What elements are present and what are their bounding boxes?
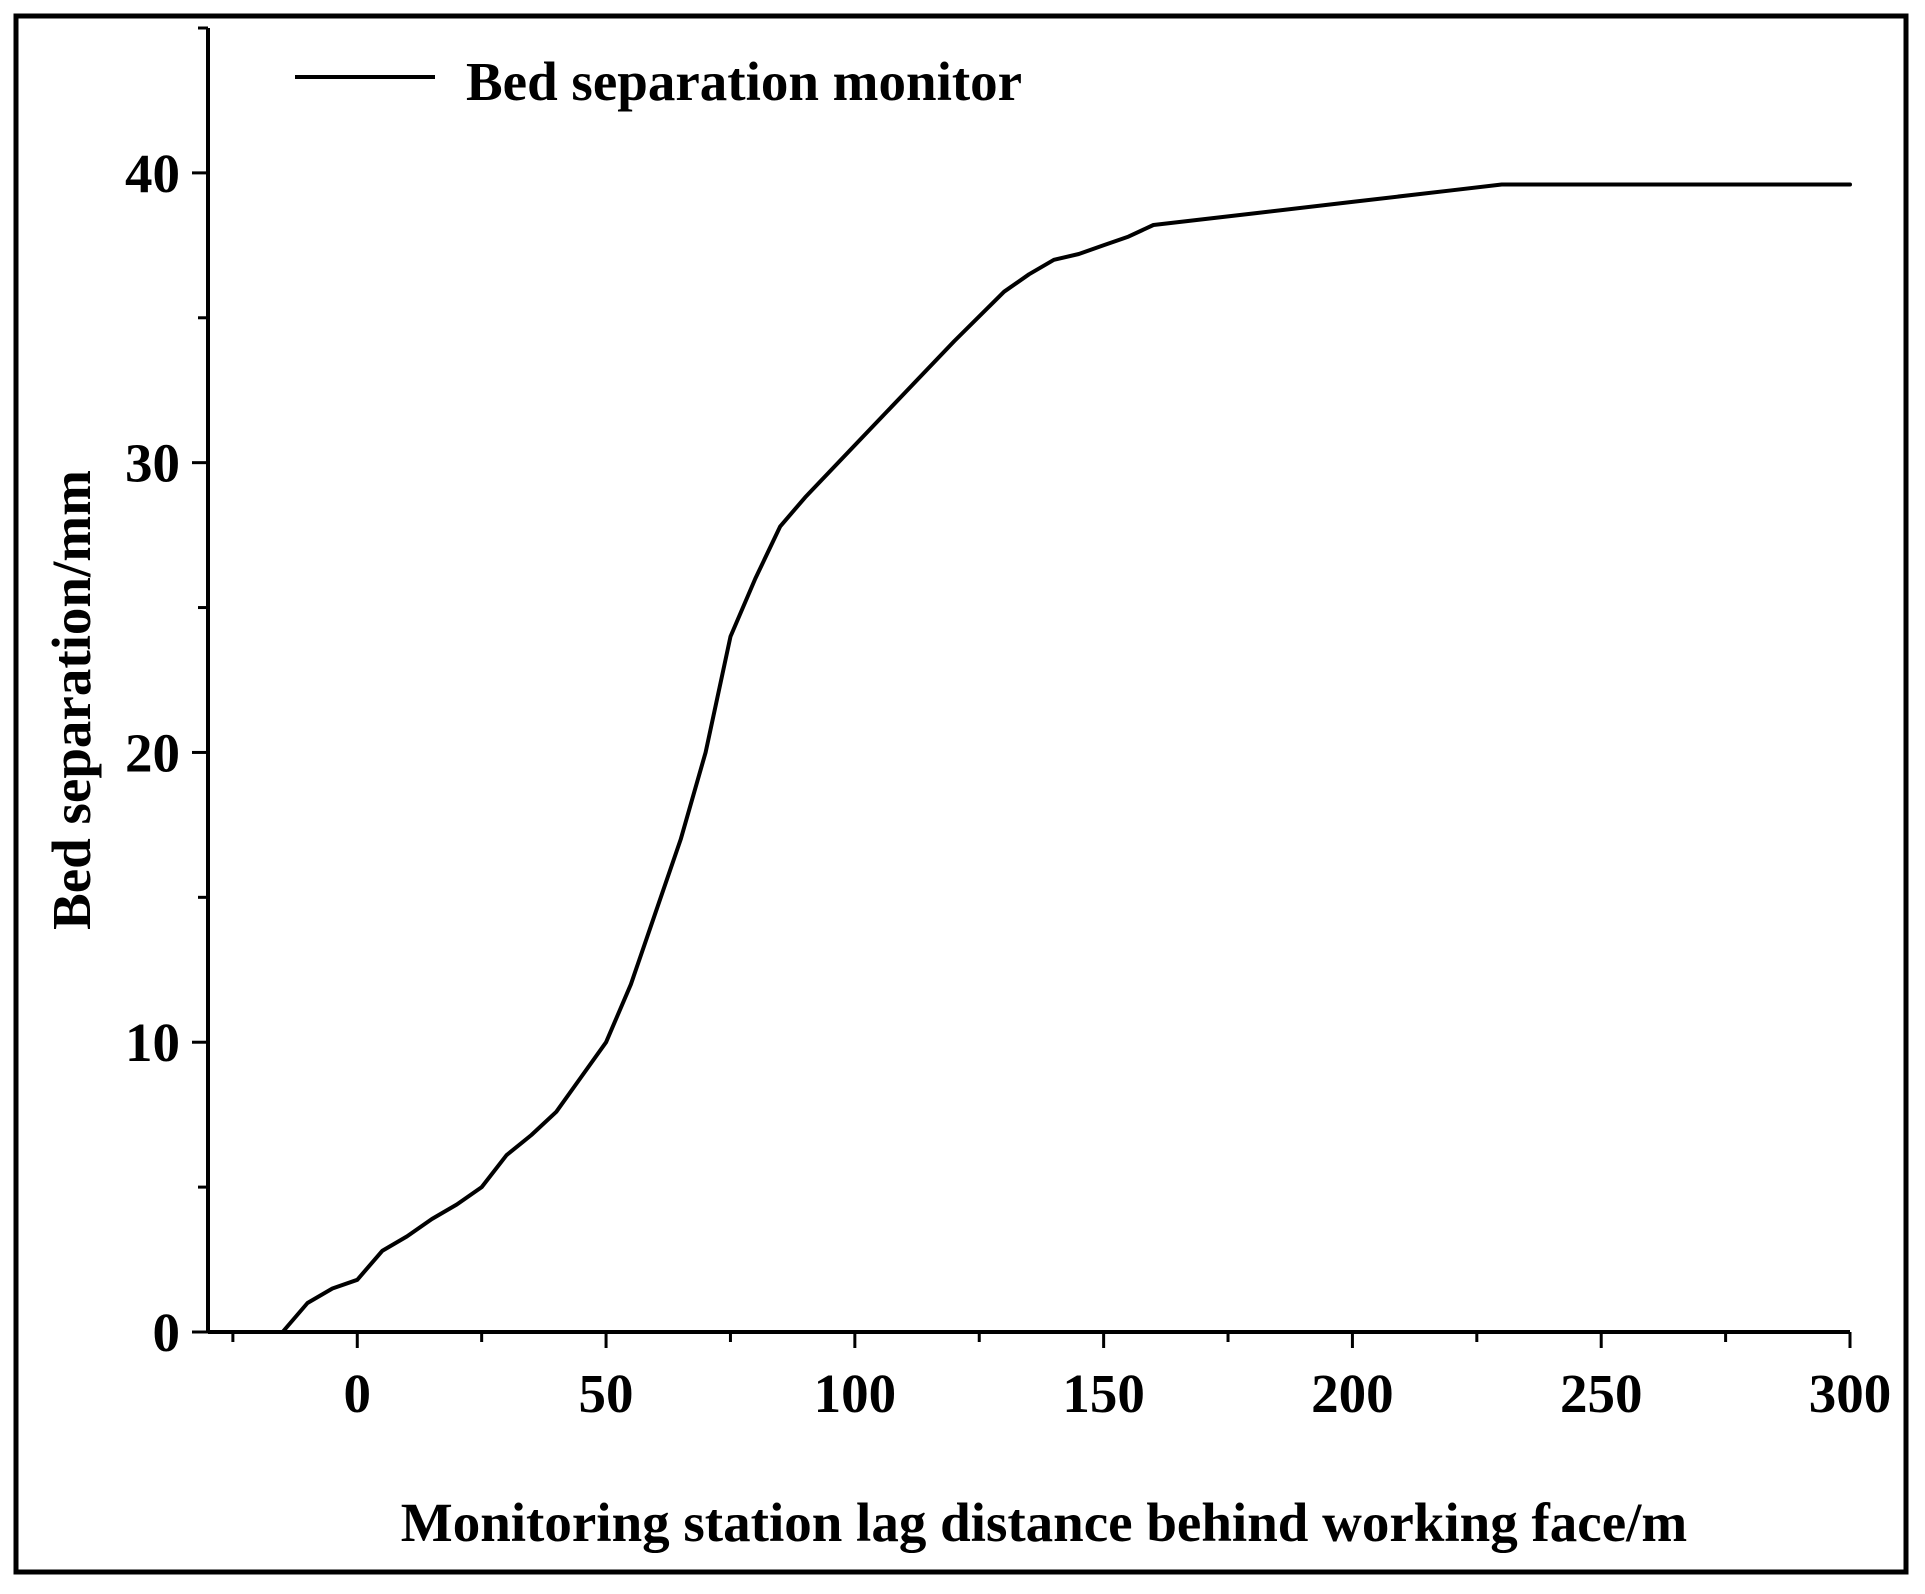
x-tick-label: 100: [814, 1363, 897, 1424]
y-tick-label: 10: [125, 1012, 180, 1073]
ticks-layer: 0 50 100 150 200 250 300 0 10 20 30 40: [125, 26, 1892, 1424]
x-tick-label: 250: [1560, 1363, 1643, 1424]
y-tick-label: 0: [153, 1302, 181, 1363]
x-tick-label: 0: [344, 1363, 372, 1424]
legend: Bed separation monitor: [295, 51, 1022, 112]
y-axis-label: Bed separation/mm: [41, 470, 102, 930]
outer-frame: [13, 13, 1909, 1575]
y-tick-label: 30: [125, 433, 180, 494]
y-tick-label: 40: [125, 143, 180, 204]
legend-label: Bed separation monitor: [466, 51, 1022, 112]
x-axis-label: Monitoring station lag distance behind w…: [401, 1492, 1687, 1553]
x-tick-label: 150: [1062, 1363, 1145, 1424]
x-tick-label: 50: [579, 1363, 634, 1424]
series-line: [230, 182, 1852, 1334]
x-tick-label: 300: [1809, 1363, 1892, 1424]
series-layer: [230, 182, 1852, 1334]
axes-layer: [206, 28, 1850, 1334]
x-tick-label: 200: [1311, 1363, 1394, 1424]
y-tick-label: 20: [125, 722, 180, 783]
